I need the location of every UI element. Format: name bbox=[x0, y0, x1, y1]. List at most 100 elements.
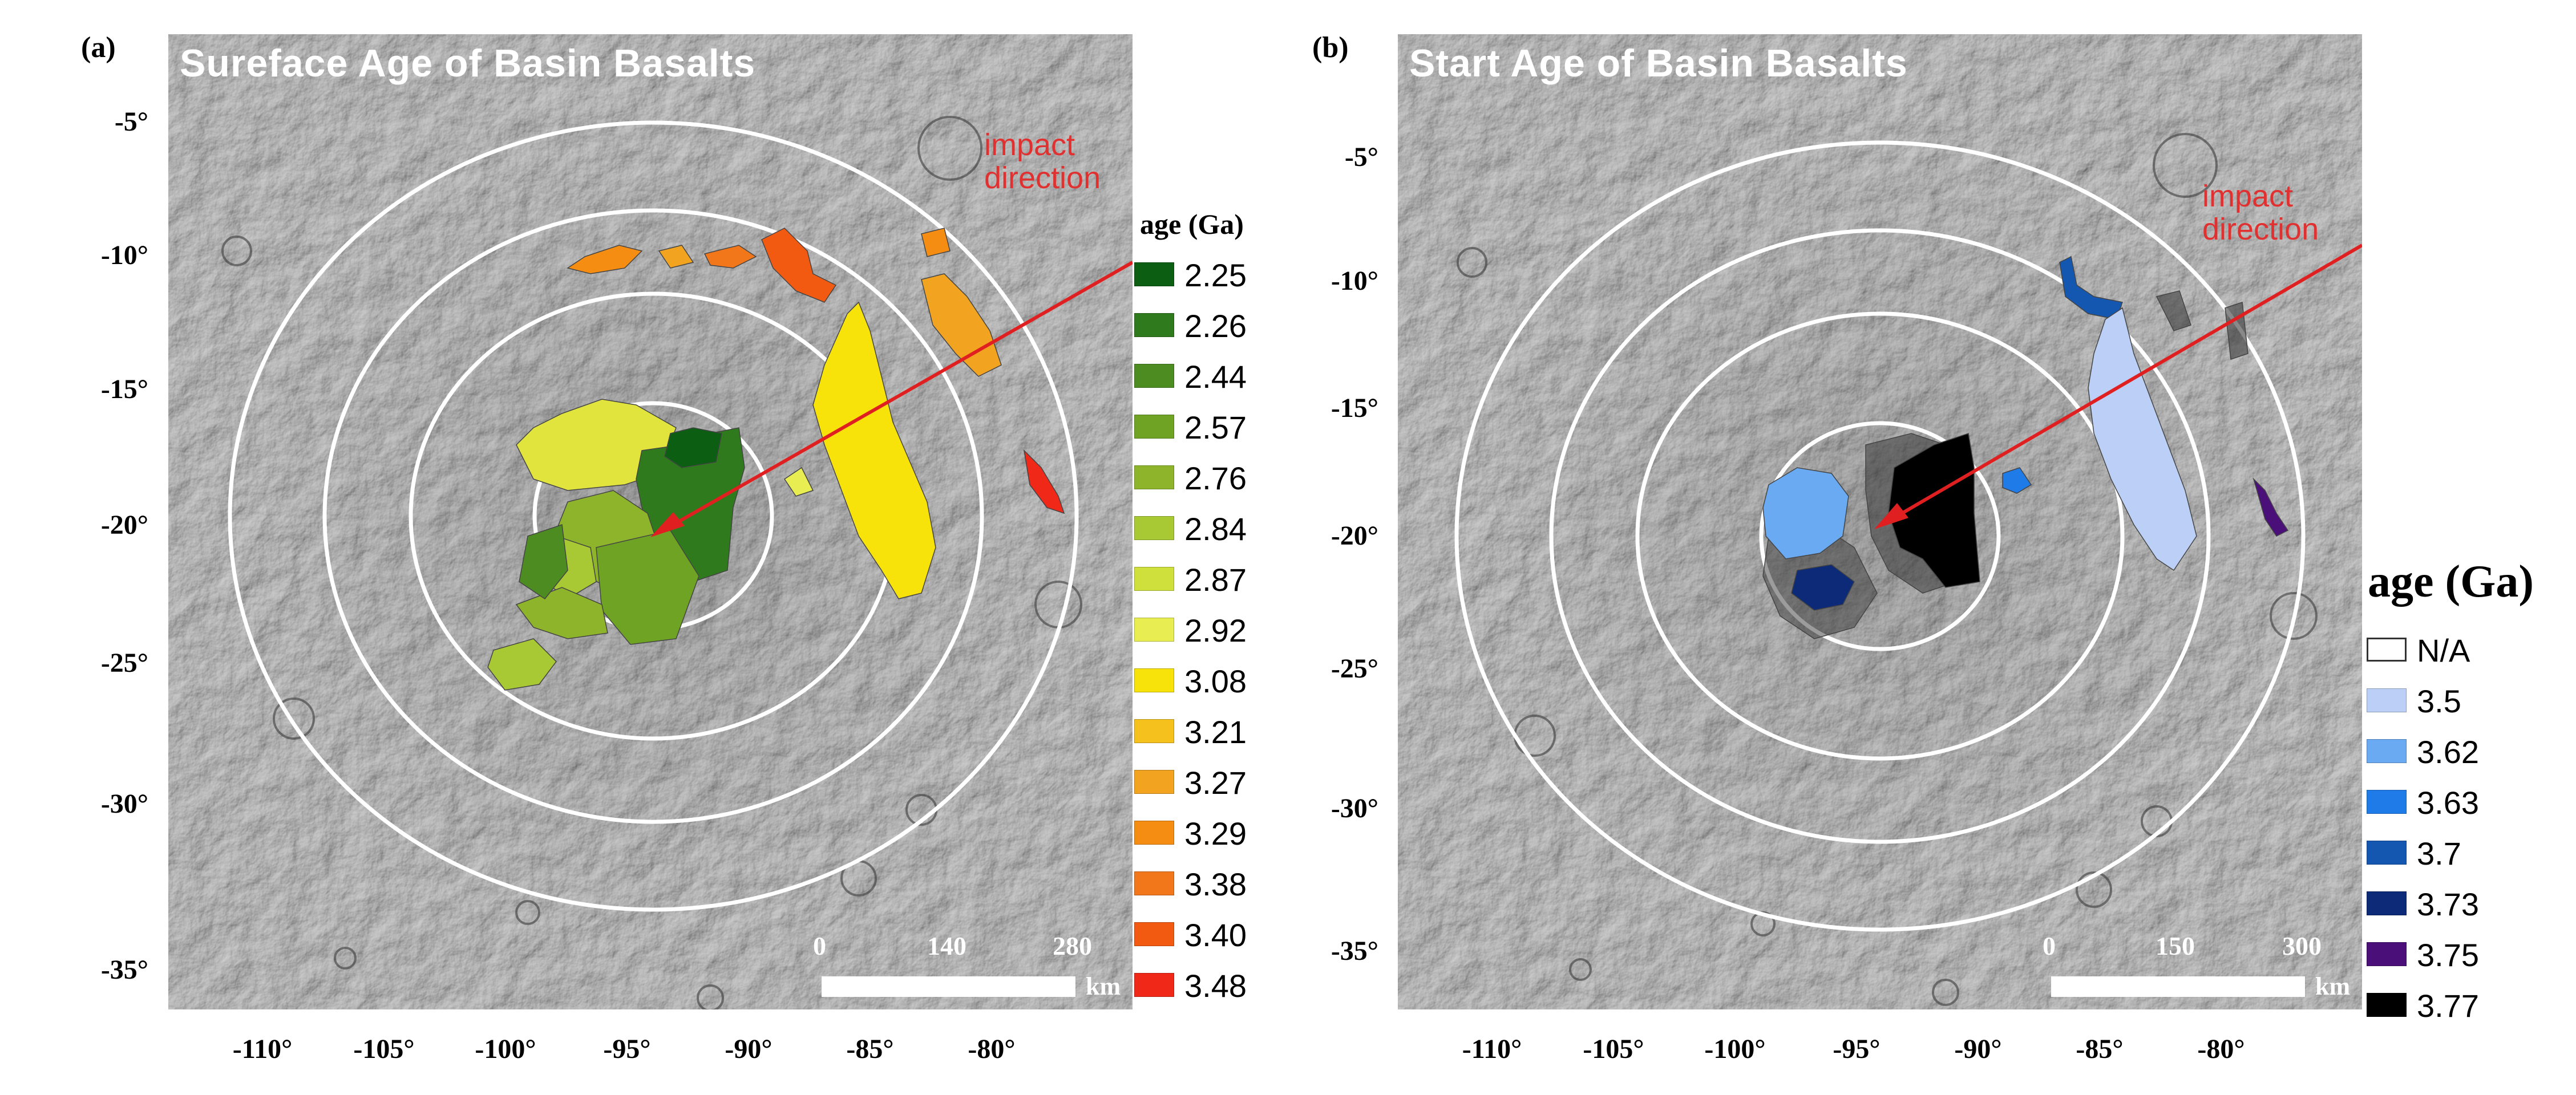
legend-item: 3.38 bbox=[1134, 860, 1305, 911]
x-tick-b: -80° bbox=[2197, 1034, 2245, 1064]
y-tick-a: -25° bbox=[100, 648, 148, 678]
legend-swatch bbox=[2367, 942, 2407, 966]
legend-item: 2.76 bbox=[1134, 454, 1305, 505]
legend-title-b: age (Ga) bbox=[2368, 557, 2534, 607]
map-b-graphics bbox=[1398, 34, 2362, 1009]
impact-direction-label-a: impact direction bbox=[984, 128, 1101, 195]
legend-swatch bbox=[2367, 739, 2407, 763]
map-a-graphics bbox=[168, 34, 1133, 1009]
legend-swatch bbox=[1134, 313, 1174, 337]
legend-swatch bbox=[1134, 973, 1174, 997]
legend-swatch bbox=[1134, 668, 1174, 692]
legend-item: 3.75 bbox=[2367, 931, 2538, 982]
panel-a-label: (a) bbox=[81, 31, 116, 64]
basalt-units bbox=[487, 228, 1065, 691]
legend-swatch bbox=[2367, 841, 2407, 865]
legend-swatch bbox=[1134, 719, 1174, 743]
scale-unit-a: km bbox=[1086, 972, 1121, 1000]
y-tick-a: -30° bbox=[100, 789, 148, 819]
y-tick-b: -25° bbox=[1331, 654, 1378, 684]
y-tick-b: -35° bbox=[1331, 936, 1378, 966]
legend-swatch bbox=[2367, 891, 2407, 915]
y-tick-b: -20° bbox=[1331, 521, 1378, 551]
basalt-units bbox=[1762, 256, 2289, 639]
impact-direction-label-b: impact direction bbox=[2202, 179, 2319, 246]
legend-swatch bbox=[1134, 516, 1174, 540]
scale-tick-0-b: 0 bbox=[2043, 931, 2056, 960]
x-tick-a: -100° bbox=[475, 1034, 536, 1064]
legend-title-a: age (Ga) bbox=[1140, 208, 1244, 240]
scale-tick-1-b: 150 bbox=[2156, 931, 2195, 960]
legend-item: 3.40 bbox=[1134, 911, 1305, 962]
y-tick-a: -15° bbox=[100, 374, 148, 404]
legend-item: 2.44 bbox=[1134, 352, 1305, 403]
panel-b-title: Start Age of Basin Basalts bbox=[1409, 42, 1908, 85]
y-tick-b: -5° bbox=[1344, 142, 1378, 172]
y-tick-a: -35° bbox=[100, 955, 148, 985]
x-tick-b: -95° bbox=[1833, 1034, 1881, 1064]
legend-swatch bbox=[2367, 993, 2407, 1017]
y-tick-b: -15° bbox=[1331, 393, 1378, 423]
scale-tick-2-a: 280 bbox=[1053, 931, 1092, 960]
legend-item: 3.29 bbox=[1134, 809, 1305, 860]
legend-item: 2.25 bbox=[1134, 251, 1305, 302]
legend-swatch bbox=[1134, 770, 1174, 794]
legend-swatch bbox=[1134, 871, 1174, 895]
scale-bar-b bbox=[2051, 976, 2305, 997]
y-tick-a: -5° bbox=[114, 107, 148, 137]
legend-item: 2.57 bbox=[1134, 403, 1305, 454]
legend-swatch bbox=[2367, 790, 2407, 814]
scale-tick-2-b: 300 bbox=[2282, 931, 2322, 960]
x-tick-b: -110° bbox=[1462, 1034, 1522, 1064]
impact-arrow bbox=[650, 261, 1133, 537]
y-tick-b: -30° bbox=[1331, 793, 1378, 824]
x-tick-b: -100° bbox=[1704, 1034, 1766, 1064]
legend-item: 2.26 bbox=[1134, 302, 1305, 352]
legend-swatch bbox=[1134, 821, 1174, 845]
impact-arrow bbox=[1874, 244, 2362, 529]
x-tick-a: -85° bbox=[846, 1034, 894, 1064]
legend-swatch bbox=[1134, 567, 1174, 591]
map-panel-b: Start Age of Basin Basalts impact direct… bbox=[1398, 34, 2362, 1009]
y-tick-a: -10° bbox=[100, 240, 148, 270]
legend-swatch bbox=[1134, 262, 1174, 286]
legend-item: 3.73 bbox=[2367, 880, 2538, 931]
legend-item: 3.7 bbox=[2367, 829, 2538, 880]
legend-item: 2.84 bbox=[1134, 505, 1305, 555]
scale-tick-0-a: 0 bbox=[813, 931, 826, 960]
panel-a-title: Sureface Age of Basin Basalts bbox=[180, 42, 756, 85]
legend-item: 3.62 bbox=[2367, 728, 2538, 778]
scale-tick-1-a: 140 bbox=[927, 931, 966, 960]
x-tick-b: -85° bbox=[2076, 1034, 2124, 1064]
x-tick-b: -105° bbox=[1583, 1034, 1644, 1064]
x-tick-a: -105° bbox=[353, 1034, 415, 1064]
legend-item: 3.5 bbox=[2367, 677, 2538, 728]
x-tick-a: -110° bbox=[232, 1034, 293, 1064]
scale-bar-a bbox=[822, 976, 1075, 997]
legend-item: 3.21 bbox=[1134, 708, 1305, 759]
legend-swatch bbox=[1134, 364, 1174, 388]
panel-b-label: (b) bbox=[1312, 31, 1349, 64]
legend-item: 2.92 bbox=[1134, 606, 1305, 657]
legend-swatch bbox=[2367, 638, 2407, 662]
legend-item: 3.77 bbox=[2367, 982, 2538, 1032]
legend-item: 3.27 bbox=[1134, 759, 1305, 809]
legend-item: 2.87 bbox=[1134, 555, 1305, 606]
map-panel-a: Sureface Age of Basin Basalts impact dir… bbox=[168, 34, 1133, 1009]
basin-rings bbox=[1454, 140, 2306, 932]
legend-swatch bbox=[2367, 688, 2407, 712]
x-tick-a: -80° bbox=[968, 1034, 1016, 1064]
legend-swatch bbox=[1134, 415, 1174, 439]
y-tick-a: -20° bbox=[100, 510, 148, 540]
y-tick-b: -10° bbox=[1331, 266, 1378, 296]
legend-item: N/A bbox=[2367, 626, 2538, 677]
legend-swatch bbox=[1134, 922, 1174, 946]
legend-swatch bbox=[1134, 618, 1174, 642]
x-tick-a: -95° bbox=[603, 1034, 651, 1064]
x-tick-a: -90° bbox=[725, 1034, 773, 1064]
x-tick-b: -90° bbox=[1954, 1034, 2002, 1064]
scale-unit-b: km bbox=[2315, 972, 2351, 1000]
legend-swatch bbox=[1134, 465, 1174, 489]
legend-item: 3.63 bbox=[2367, 778, 2538, 829]
legend-item: 3.08 bbox=[1134, 657, 1305, 708]
